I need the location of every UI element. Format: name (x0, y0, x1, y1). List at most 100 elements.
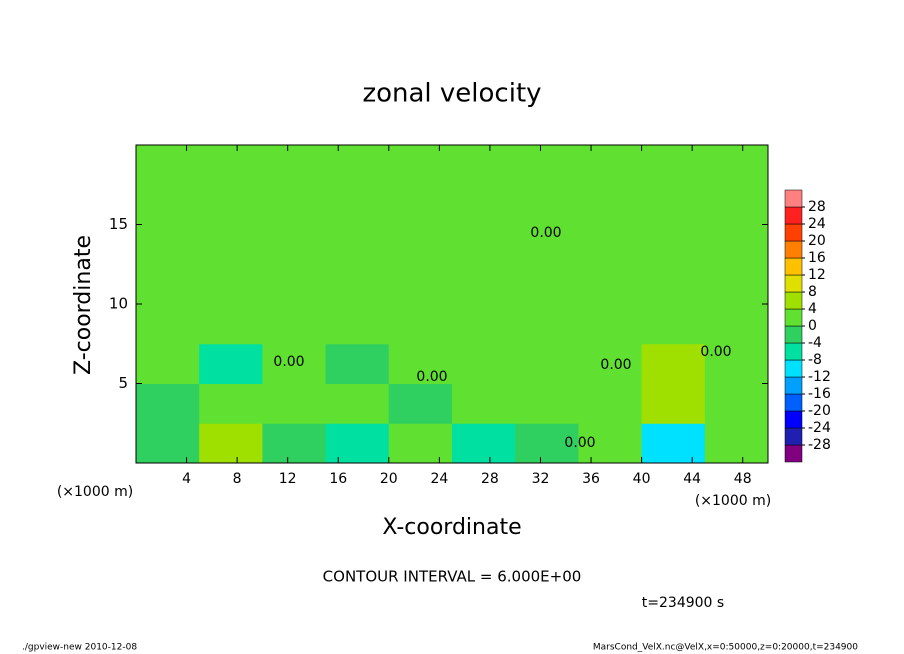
field-cell (578, 423, 643, 464)
colorbar-box (784, 410, 803, 429)
field-cell (641, 343, 706, 384)
field-cell (136, 264, 200, 305)
x-tick-label: 24 (430, 471, 448, 487)
chart-title: zonal velocity (362, 79, 541, 109)
colorbar-box (784, 206, 803, 225)
field-cell (262, 145, 327, 186)
x-tick-label: 48 (734, 471, 752, 487)
field-cell (199, 224, 263, 265)
field-cell (136, 145, 200, 186)
field-cell (136, 423, 200, 464)
field-cell (641, 264, 706, 305)
field-cell (704, 304, 769, 345)
field-cell (388, 145, 453, 186)
field-cell (388, 343, 453, 384)
field-cell (515, 145, 579, 186)
y-axis-label: Z-coordinate (71, 235, 96, 375)
field-cell (452, 264, 516, 305)
field-cell (578, 184, 643, 225)
x-tick-label: 16 (329, 471, 347, 487)
contour-label: 0.00 (600, 357, 631, 373)
field-cell (704, 184, 769, 225)
field-cell (388, 184, 453, 225)
field-cell (452, 224, 516, 265)
colorbar-label: 16 (808, 250, 826, 266)
contour-label: 0.00 (416, 369, 447, 385)
field-cell (704, 264, 769, 305)
colorbar-label: -8 (808, 352, 822, 368)
field-cell (325, 184, 390, 225)
colorbar-label: 0 (808, 318, 817, 334)
colorbar-box (784, 223, 803, 242)
field-cell (515, 343, 579, 384)
field-cell (641, 423, 706, 464)
colorbar-label: -12 (808, 369, 831, 385)
colorbar-label: 8 (808, 284, 817, 300)
colorbar-box (784, 291, 803, 310)
field-cell (704, 145, 769, 186)
colorbar-box (784, 393, 803, 412)
x-tick-label: 40 (633, 471, 651, 487)
field-cell (388, 304, 453, 345)
contour-interval: CONTOUR INTERVAL = 6.000E+00 (323, 568, 582, 586)
field-cell (136, 224, 200, 265)
contour-label: 0.00 (564, 435, 595, 451)
y-unit: (×1000 m) (57, 484, 133, 500)
field-cell (641, 145, 706, 186)
footer-right: MarsCond_VelX.nc@VelX,x=0:50000,z=0:2000… (593, 643, 858, 653)
field-cell (515, 264, 579, 305)
colorbar-box (784, 240, 803, 259)
field-cell (199, 145, 263, 186)
field-cell (515, 224, 579, 265)
field-cell (452, 304, 516, 345)
field-cell (515, 184, 579, 225)
colorbar-box (784, 376, 803, 395)
field-cell (199, 383, 263, 424)
field-cell (578, 304, 643, 345)
field-cell (578, 145, 643, 186)
colorbar-box (784, 444, 803, 463)
colorbar-label: 28 (808, 199, 826, 215)
field-cell (704, 224, 769, 265)
colorbar-box (784, 308, 803, 327)
colorbar-label: 20 (808, 233, 826, 249)
field-cell (515, 423, 579, 464)
field-cell (704, 343, 769, 384)
field-cell (136, 304, 200, 345)
y-tick-label: 10 (109, 295, 128, 313)
x-axis-label: X-coordinate (382, 515, 521, 540)
colorbar-box (784, 359, 803, 378)
field-cell (578, 264, 643, 305)
x-tick-label: 20 (380, 471, 398, 487)
field-cell (704, 383, 769, 424)
field-cell (136, 383, 200, 424)
colorbar-box (784, 325, 803, 344)
colorbar-label: -28 (808, 437, 831, 453)
colorbar-label: 12 (808, 267, 826, 283)
contour-label: 0.00 (530, 225, 561, 241)
field-cell (262, 383, 327, 424)
field-cell (325, 304, 390, 345)
colorbar-label: 4 (808, 301, 817, 317)
field-cell (262, 304, 327, 345)
x-tick-label: 12 (279, 471, 297, 487)
field-cell (452, 343, 516, 384)
colorbar-label: 24 (808, 216, 826, 232)
footer-left: ./gpview-new 2010-12-08 (22, 643, 137, 653)
field-cell (388, 383, 453, 424)
field-cell (199, 184, 263, 225)
y-tick-label: 15 (109, 215, 128, 233)
field-cell (199, 264, 263, 305)
field-cell (515, 304, 579, 345)
field-cell (704, 423, 769, 464)
field-cell (325, 264, 390, 305)
x-unit: (×1000 m) (695, 493, 771, 509)
field-cell (199, 304, 263, 345)
colorbar-label: -4 (808, 335, 822, 351)
field-cell (262, 224, 327, 265)
field-cell (136, 343, 200, 384)
field-cell (325, 224, 390, 265)
field-cell (262, 184, 327, 225)
x-tick-label: 36 (582, 471, 600, 487)
